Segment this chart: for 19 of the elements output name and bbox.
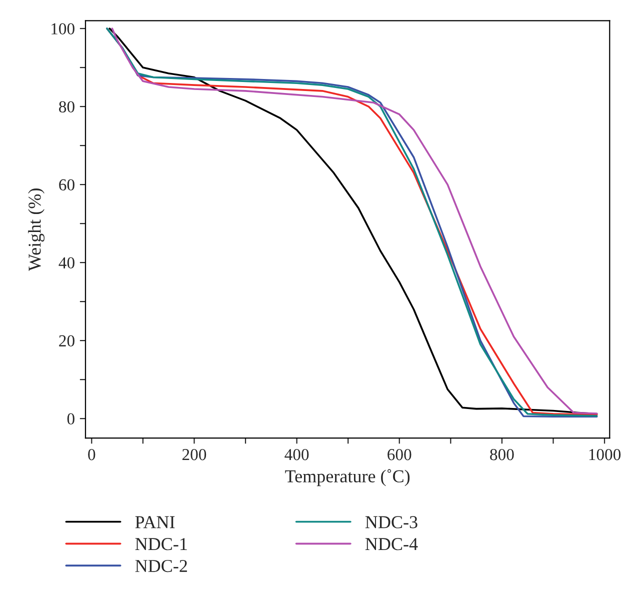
y-tick-label: 60 bbox=[59, 179, 74, 190]
y-tick-label: 0 bbox=[67, 413, 74, 425]
x-tick-label: 400 bbox=[284, 448, 309, 460]
legend-label: PANI bbox=[135, 516, 175, 528]
y-tick-label: 40 bbox=[58, 257, 74, 268]
x-axis-title: Temperature (˚C) bbox=[285, 469, 410, 486]
y-tick-label: 80 bbox=[59, 101, 74, 112]
legend-label: NDC-3 bbox=[365, 516, 418, 528]
x-tick-label: 600 bbox=[388, 448, 412, 460]
legend-label: NDC-2 bbox=[135, 560, 187, 572]
x-tick-label: 200 bbox=[182, 448, 206, 460]
y-tick-label: 20 bbox=[59, 335, 74, 347]
y-axis-title: Weight (%) bbox=[28, 188, 45, 272]
legend-label: NDC-4 bbox=[365, 538, 418, 550]
x-tick-label: 1000 bbox=[589, 448, 621, 460]
legend-label: NDC-1 bbox=[135, 538, 187, 550]
y-tick-label: 100 bbox=[52, 23, 74, 34]
x-tick-label: 800 bbox=[490, 448, 514, 460]
x-tick-label: 0 bbox=[88, 448, 96, 460]
